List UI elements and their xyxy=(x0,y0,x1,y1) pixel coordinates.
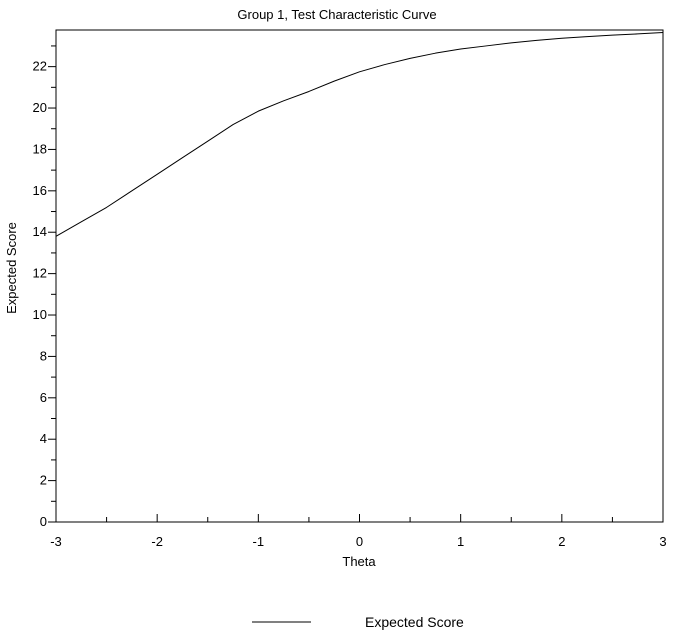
legend-label: Expected Score xyxy=(365,614,464,630)
x-tick-label: -2 xyxy=(151,534,163,549)
x-tick-label: -3 xyxy=(50,534,62,549)
y-tick-label: 4 xyxy=(40,431,47,446)
axis-tick-marks xyxy=(48,45,664,523)
y-tick-label: 20 xyxy=(33,100,47,115)
x-axis-label: Theta xyxy=(342,554,376,569)
y-tick-label: 14 xyxy=(33,224,47,239)
x-tick-label: -1 xyxy=(253,534,265,549)
y-tick-label: 12 xyxy=(33,266,47,281)
x-tick-label: 1 xyxy=(457,534,464,549)
y-tick-label: 2 xyxy=(40,473,47,488)
y-tick-label: 6 xyxy=(40,390,47,405)
x-tick-label: 2 xyxy=(558,534,565,549)
y-tick-label: 0 xyxy=(40,514,47,529)
x-tick-label: 0 xyxy=(356,534,363,549)
y-tick-label: 8 xyxy=(40,348,47,363)
chart-title: Group 1, Test Characteristic Curve xyxy=(237,7,436,22)
y-tick-label: 16 xyxy=(33,183,47,198)
expected-score-curve xyxy=(55,31,664,237)
y-tick-label: 18 xyxy=(33,141,47,156)
y-axis-label: Expected Score xyxy=(4,222,19,314)
x-tick-label: 3 xyxy=(659,534,666,549)
plot-border xyxy=(55,29,664,523)
y-tick-label: 22 xyxy=(33,59,47,74)
y-tick-label: 10 xyxy=(33,307,47,322)
